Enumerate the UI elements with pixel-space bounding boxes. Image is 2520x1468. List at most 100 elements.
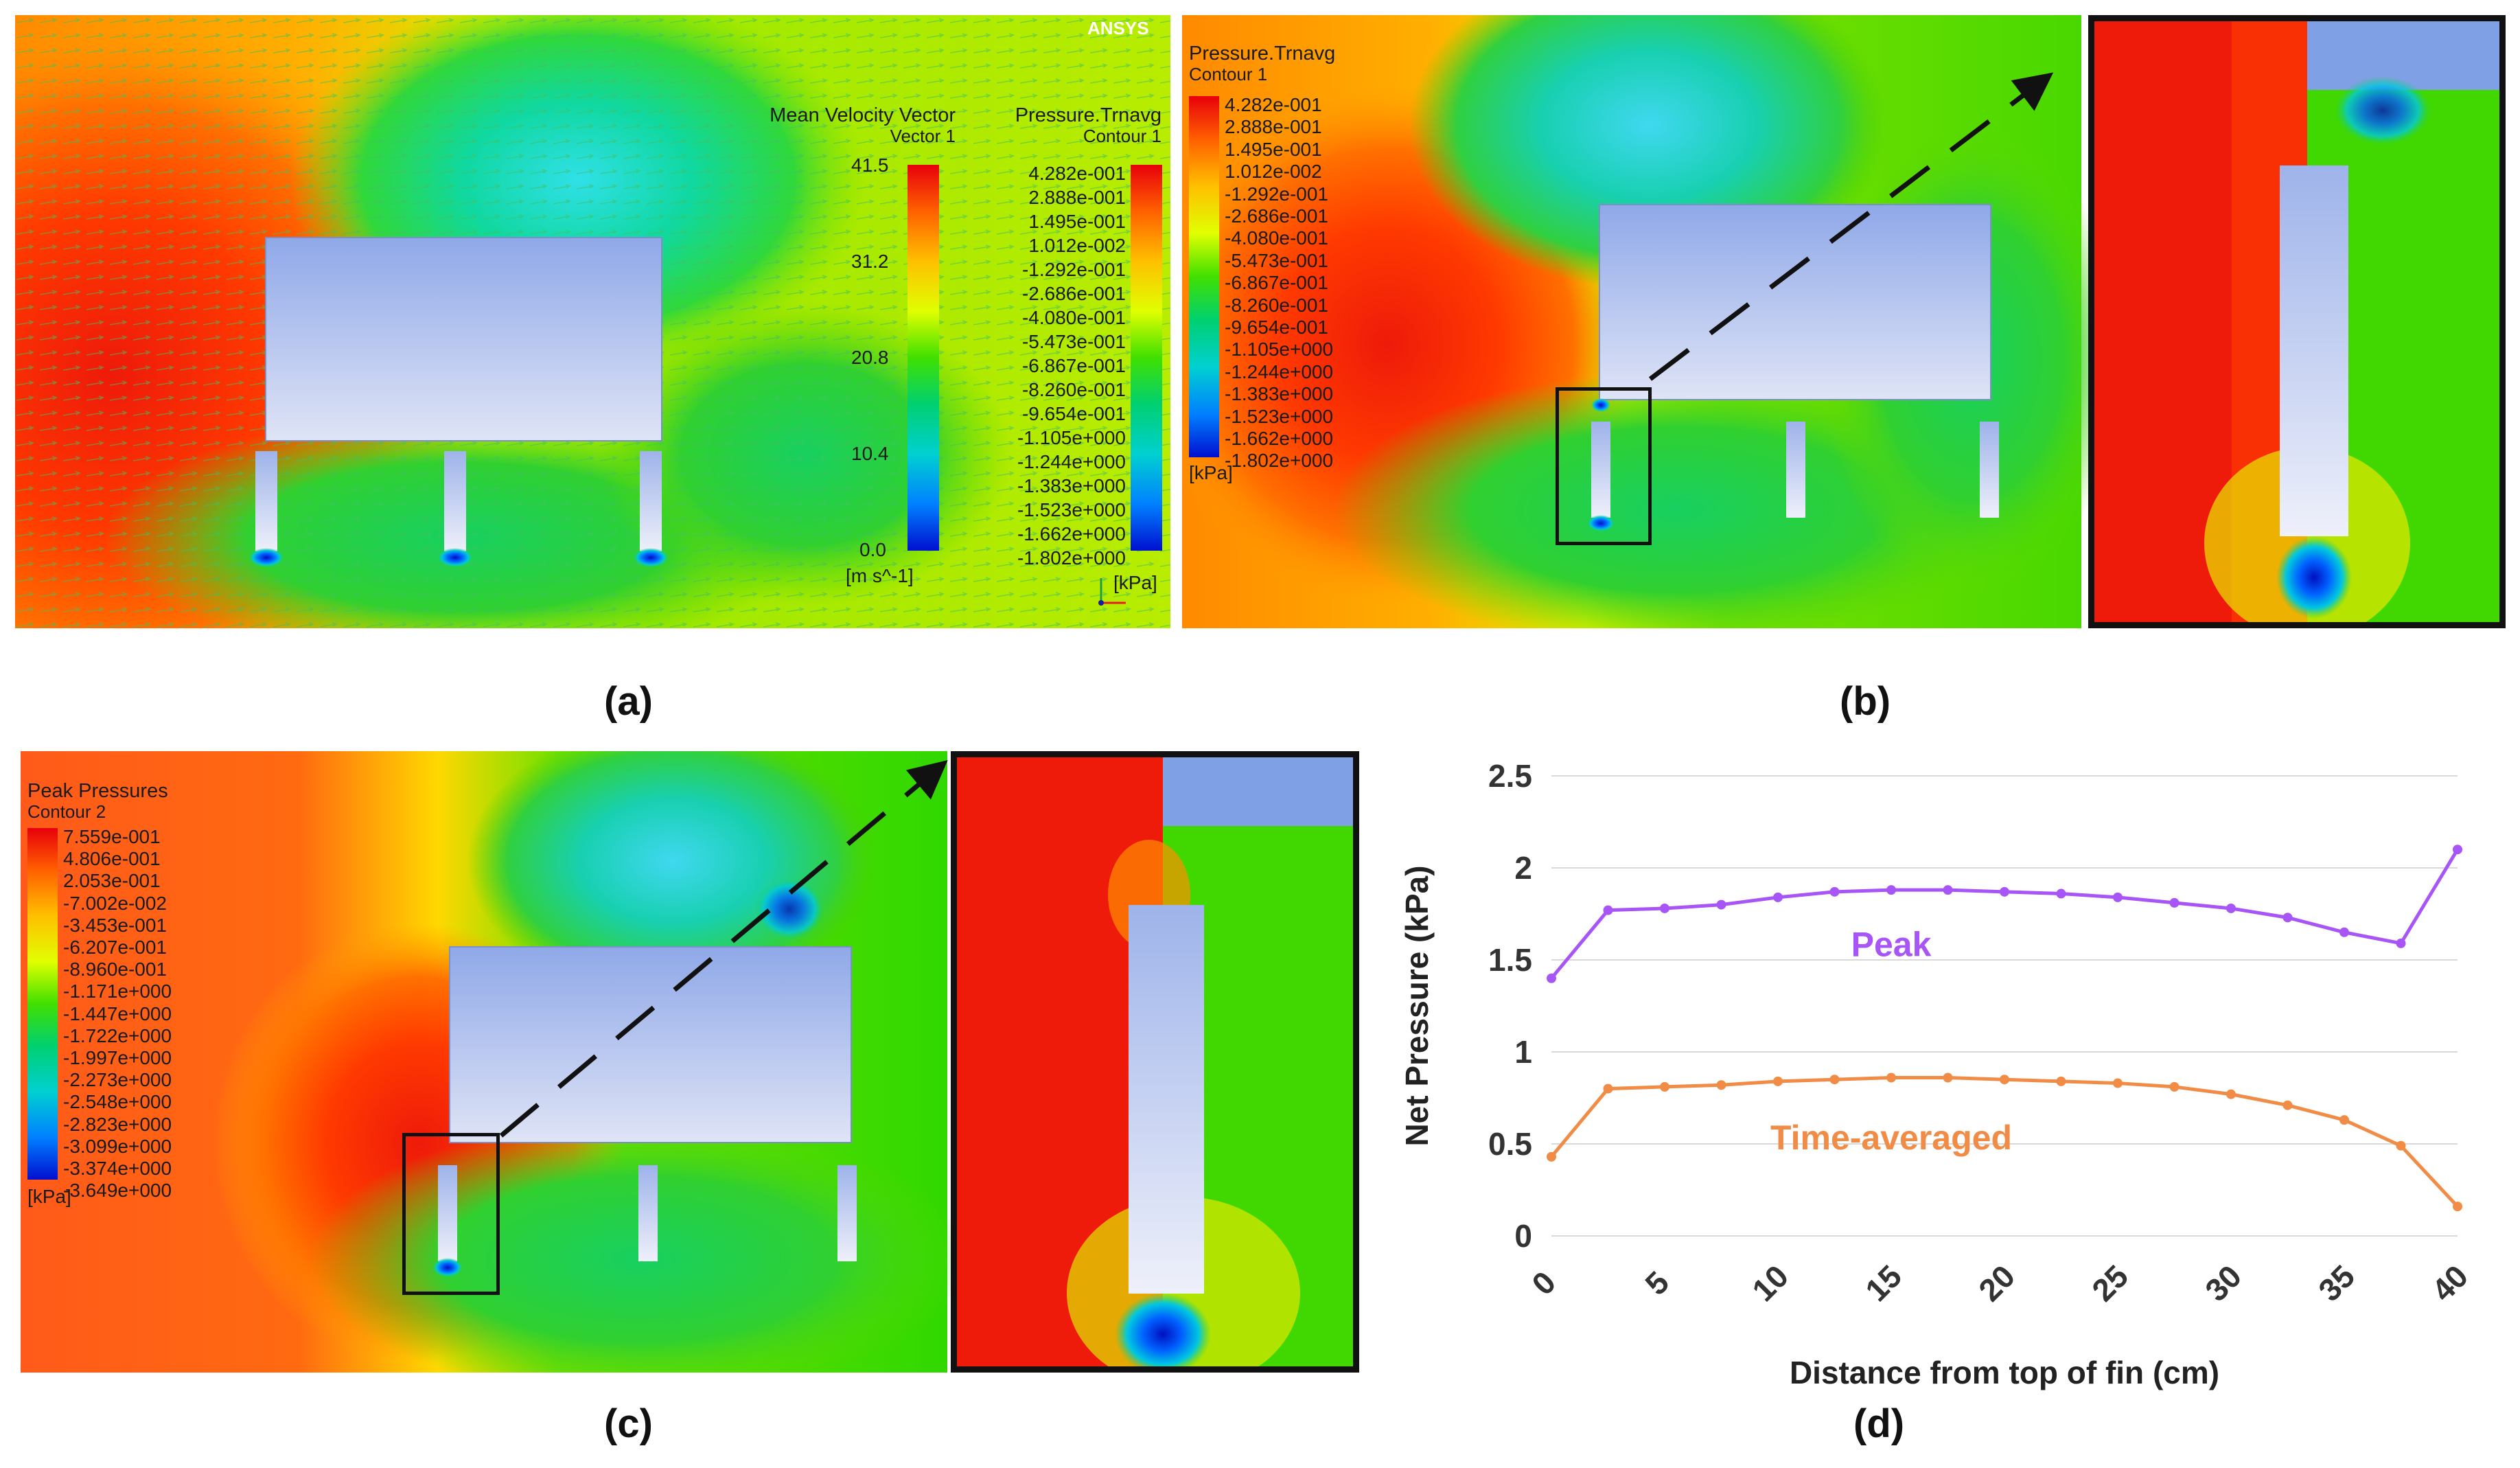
pressure-b-tick: -1.383e+000 [1225,383,1334,405]
pressure-b-tick: -1.105e+000 [1225,339,1334,360]
y-tick-label: 2.5 [1488,758,1532,794]
data-point [1716,1080,1726,1090]
fin-3-b [1980,422,1999,518]
data-point [2453,1202,2462,1212]
peak-colorbar [27,828,58,1180]
data-point [1603,905,1613,915]
data-point [1547,973,1556,983]
pressure-colorbar-a [1131,165,1162,551]
x-tick-label: 35 [2311,1258,2361,1308]
data-point [1943,1073,1953,1083]
peak-tick: -3.453e-001 [63,914,167,936]
pressure-b-tick: -6.867e-001 [1225,272,1329,294]
caption-c: (c) [604,1401,653,1446]
pressure-a-tick: 4.282e-001 [1028,163,1126,184]
pressure-a-tick: 1.495e-001 [1028,211,1126,232]
data-point [2396,1140,2406,1151]
caption-a: (a) [604,679,653,724]
caption-b: (b) [1840,679,1891,724]
peak-tick: 4.806e-001 [63,848,161,870]
x-axis-title: Distance from top of fin (cm) [1790,1355,2219,1390]
peak-tick: -3.649e+000 [63,1180,172,1202]
data-point [2000,1075,2009,1085]
ansys-logo: ANSYS [1087,18,1149,38]
data-point [2226,1089,2236,1099]
panel-a-velocity-pressure: ANSYS Mean Velocity Vector Vector 1 41.5… [15,15,1170,628]
axis-triad-icon [1098,578,1126,606]
heat-sink-base-c [449,946,852,1143]
x-tick-label: 30 [2198,1258,2248,1308]
data-point [1829,1075,1840,1085]
series-label: Time-averaged [1770,1119,2012,1157]
caption-d: (d) [1853,1401,1905,1446]
data-point [2282,1100,2293,1110]
peak-tick: 7.559e-001 [63,826,161,847]
pressure-legend-a-title: Pressure.Trnavg [1015,104,1161,126]
pressure-legend-b-title: Pressure.Trnavg [1189,43,1336,65]
data-point [1773,892,1783,902]
pressure-b-tick: -1.523e+000 [1225,405,1334,427]
data-point [2453,845,2462,855]
y-tick-label: 0.5 [1488,1126,1532,1162]
data-point [2169,1081,2180,1092]
peak-tick: -2.273e+000 [63,1069,172,1091]
data-point [2339,927,2349,937]
pressure-a-tick: -1.244e+000 [1017,451,1126,472]
fin-3-c [837,1165,857,1261]
y-tick-label: 0 [1514,1218,1532,1254]
data-point [1660,903,1669,913]
peak-tick: -3.099e+000 [63,1135,172,1157]
peak-legend-title: Peak Pressures [27,780,168,802]
pressure-a-tick: 1.012e-002 [1028,235,1126,256]
x-tick-label: 40 [2425,1258,2475,1308]
pressure-a-tick: -1.383e+000 [1017,475,1126,496]
velocity-tick: 31.2 [851,251,889,272]
data-point [2282,913,2293,923]
velocity-tick: 0.0 [859,539,886,560]
x-tick-label: 20 [1972,1258,2022,1308]
pressure-colorbar-b [1189,96,1219,457]
velocity-legend-title: Mean Velocity Vector [770,104,956,126]
pressure-legend-b-subtitle: Contour 1 [1189,64,1268,84]
fin-2-c [638,1165,658,1261]
pressure-b-tick: 1.012e-002 [1225,161,1322,183]
velocity-tick: 10.4 [851,443,889,464]
pressure-a-tick: -2.686e-001 [1021,283,1126,304]
fin-2-b [1786,422,1805,518]
series-line-peak [1550,848,2460,980]
peak-tick: -7.002e-002 [63,892,167,914]
x-tick-label: 15 [1858,1258,1908,1308]
data-point [1716,899,1726,910]
peak-tick: -1.171e+000 [63,980,172,1002]
pressure-b-tick: 1.495e-001 [1225,138,1322,160]
pressure-b-tick: -8.260e-001 [1225,294,1329,316]
data-point [2056,1076,2066,1086]
fin-1-c [438,1165,457,1261]
zoom-inset-c [951,751,1359,1373]
data-point [2113,1078,2123,1088]
pressure-b-tick: -5.473e-001 [1225,249,1329,271]
data-point [1773,1076,1783,1086]
peak-tick: -1.447e+000 [63,1002,172,1024]
pressure-a-tick: 2.888e-001 [1028,187,1126,208]
pressure-b-tick: -1.802e+000 [1225,450,1334,472]
peak-tick: -2.548e+000 [63,1091,172,1113]
fin-3 [640,451,662,551]
pressure-a-tick: -1.802e+000 [1017,547,1126,569]
y-tick-label: 1.5 [1488,942,1532,978]
data-point [1886,885,1896,895]
y-axis-title: Net Pressure (kPa) [1399,865,1435,1146]
peak-legend-subtitle: Contour 2 [27,801,106,822]
pressure-a-tick: -5.473e-001 [1021,331,1126,352]
zoom-inset-b [2088,15,2506,628]
series-label: Peak [1851,926,1932,964]
data-point [1886,1073,1896,1083]
data-point [2169,897,2180,908]
zoom-region-box-c [402,1133,500,1295]
zoom-arrow-b [1648,72,2054,381]
panel-c-peak-pressures: Peak Pressures Contour 2 7.559e-001 4.806… [21,751,1359,1373]
pressure-legend-b: Pressure.Trnavg Contour 1 [1189,43,1335,84]
velocity-tick: 41.5 [851,154,889,176]
heat-sink-base [265,237,662,441]
zoom-region-box-b [1556,387,1652,545]
